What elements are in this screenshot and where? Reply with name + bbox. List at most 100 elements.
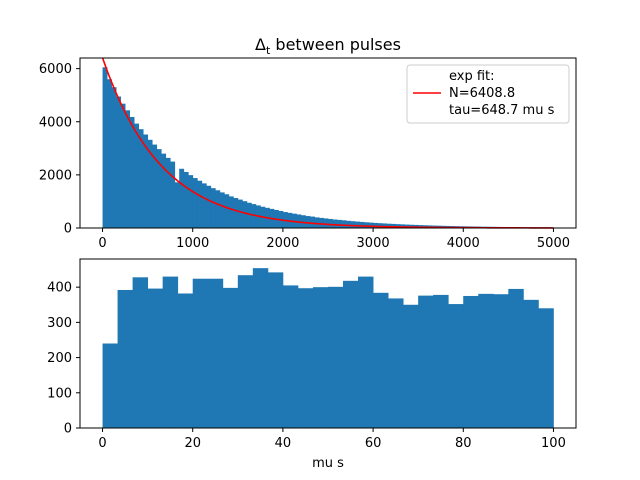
top-bar <box>341 220 347 228</box>
top-bar <box>224 194 230 228</box>
bottom-bar <box>117 289 133 428</box>
top-y-tick-label: 4000 <box>39 115 72 130</box>
top-bar <box>233 197 239 228</box>
bottom-y-ticks: 0 100 200 300 400 <box>47 281 80 437</box>
top-bar <box>300 215 306 228</box>
bottom-bar <box>177 293 194 428</box>
top-bar <box>368 222 374 228</box>
bottom-bar <box>493 294 509 428</box>
bottom-bar <box>388 298 404 428</box>
bottom-bar <box>433 294 449 428</box>
top-bar <box>174 182 180 228</box>
top-bar <box>318 217 324 228</box>
top-bar <box>188 175 194 228</box>
bottom-bar <box>282 285 299 428</box>
bottom-bar <box>147 288 164 428</box>
top-bar <box>314 217 320 229</box>
top-x-tick-label: 4000 <box>447 236 480 251</box>
top-bar <box>350 221 356 228</box>
bottom-x-tick-label: 100 <box>541 436 566 451</box>
bottom-bar <box>358 276 374 428</box>
chart-title: Δt between pulses <box>255 35 401 57</box>
top-bar <box>219 192 225 228</box>
top-bar <box>111 87 117 228</box>
top-bar <box>382 223 388 228</box>
top-bar <box>197 180 203 228</box>
top-bar <box>210 188 216 228</box>
top-bar <box>359 221 365 228</box>
bottom-bar <box>192 278 209 428</box>
top-bar <box>102 67 108 228</box>
legend-line-1: exp fit: <box>449 69 495 84</box>
top-bar <box>323 218 329 228</box>
bottom-bar <box>237 275 254 428</box>
x-axis-label: mu s <box>312 456 344 471</box>
top-bar <box>228 196 234 228</box>
top-bar <box>355 221 360 228</box>
bottom-bar <box>508 288 524 428</box>
top-bar <box>134 123 140 228</box>
top-bar <box>364 222 369 228</box>
top-bar <box>170 161 176 228</box>
top-bar <box>147 139 153 228</box>
top-bar <box>309 216 315 228</box>
bottom-histogram-panel: 0 20 40 60 80 100 0 100 200 300 400 mu s <box>47 258 577 471</box>
top-bar <box>107 79 112 228</box>
top-bar <box>242 201 248 228</box>
top-bar <box>373 222 378 228</box>
bottom-bar <box>478 293 494 428</box>
top-bar <box>143 134 149 228</box>
bottom-x-ticks: 0 20 40 60 80 100 <box>98 428 566 451</box>
bottom-y-tick-label: 100 <box>47 386 72 401</box>
bottom-y-tick-label: 200 <box>47 351 72 366</box>
bottom-y-tick-label: 300 <box>47 316 72 331</box>
top-bar <box>237 199 243 228</box>
top-bar <box>296 214 302 228</box>
top-bar <box>161 153 167 229</box>
bottom-bar <box>343 280 359 428</box>
bottom-y-tick-label: 400 <box>47 281 72 296</box>
bottom-bar <box>523 299 539 428</box>
bottom-bar <box>162 276 179 428</box>
top-x-tick-label: 0 <box>98 236 106 251</box>
top-bar <box>116 96 121 229</box>
bottom-bar <box>448 304 464 428</box>
top-bar <box>400 224 406 228</box>
top-x-tick-label: 3000 <box>357 236 390 251</box>
legend: exp fit: N=6408.8 tau=648.7 mu s <box>406 64 570 124</box>
bottom-bars <box>102 268 554 428</box>
bottom-y-tick-label: 0 <box>64 422 72 437</box>
top-bar <box>246 202 252 228</box>
title-subscript: t <box>266 44 271 57</box>
bottom-bar <box>267 272 284 428</box>
bottom-x-tick-label: 20 <box>184 436 201 451</box>
top-bar <box>129 116 135 228</box>
top-bar <box>215 190 221 228</box>
top-bar <box>386 223 392 228</box>
bottom-bar <box>373 292 389 428</box>
top-bar <box>120 103 126 228</box>
top-bar <box>305 216 311 228</box>
top-bar <box>152 144 158 228</box>
top-bar <box>179 168 185 228</box>
bottom-x-tick-label: 0 <box>98 436 106 451</box>
top-x-tick-label: 5000 <box>537 236 570 251</box>
top-axes-frame <box>79 57 577 229</box>
bottom-bar <box>538 308 554 428</box>
bottom-bar <box>252 268 269 428</box>
top-bar <box>183 171 189 228</box>
top-bar <box>346 220 351 228</box>
title-rest: between pulses <box>270 35 401 54</box>
top-bar <box>201 183 207 229</box>
top-bar <box>328 218 333 228</box>
bottom-x-tick-label: 40 <box>275 436 292 451</box>
top-bar <box>165 157 171 229</box>
bottom-bar <box>403 304 419 428</box>
top-bar <box>192 178 198 228</box>
top-y-tick-label: 2000 <box>39 168 72 183</box>
bottom-x-tick-label: 80 <box>455 436 472 451</box>
top-x-ticks: 0 1000 2000 3000 4000 5000 <box>98 228 570 251</box>
bottom-bar <box>418 295 434 428</box>
top-bar <box>332 219 338 228</box>
